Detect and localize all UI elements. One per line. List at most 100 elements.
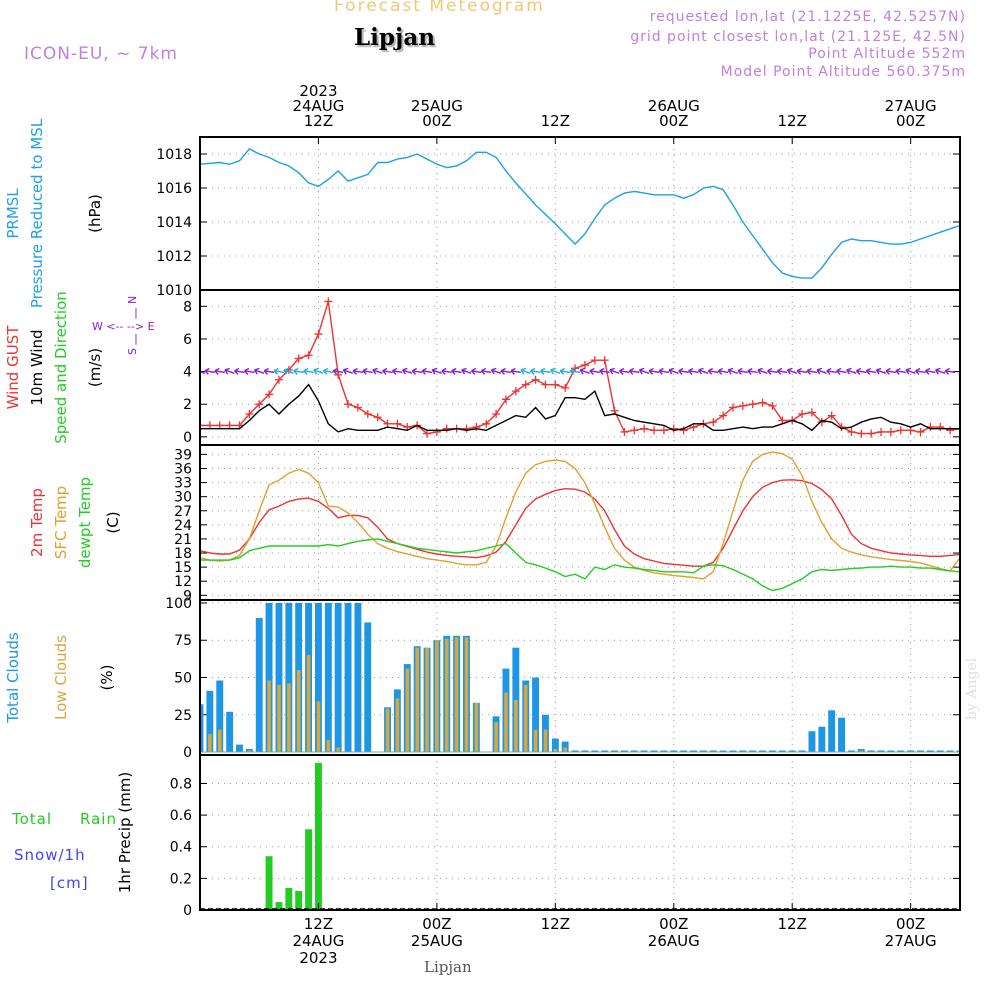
bottom-time-label: 00Z	[422, 915, 451, 933]
series-line-dewpt-temp	[200, 538, 960, 592]
y-axis-label: 2m Temp	[28, 488, 46, 557]
total-cloud-bar	[848, 750, 855, 752]
total-cloud-bar	[788, 750, 796, 752]
wind-direction-arrow	[313, 367, 324, 375]
bottom-time-label: 2023	[299, 949, 337, 967]
y-tick-label: 0.4	[170, 840, 192, 856]
y-tick-label: 0	[183, 430, 192, 446]
total-cloud-bar	[699, 750, 707, 752]
gust-point	[709, 418, 718, 427]
y-tick-label: 18	[174, 546, 192, 562]
series-line-pressure	[200, 148, 960, 279]
y-axis-label: Wind GUST	[4, 325, 22, 410]
total-cloud-bar	[956, 750, 960, 752]
wind-direction-arrow	[678, 367, 689, 375]
y-tick-label: 8	[183, 299, 192, 315]
wind-direction-arrow	[342, 367, 353, 375]
gust-point	[521, 380, 530, 389]
gust-point	[857, 429, 866, 438]
total-cloud-bar	[690, 750, 697, 752]
bottom-time-label: 12Z	[778, 915, 807, 933]
total-cloud-bar	[255, 617, 263, 752]
wind-direction-arrow	[283, 367, 294, 375]
series-line-wind-gust	[200, 301, 960, 435]
wind-direction-arrow	[816, 367, 827, 375]
y-axis-label: dewpt Temp	[76, 477, 94, 568]
gust-point	[245, 410, 254, 418]
bottom-time-label: 26AUG	[648, 932, 700, 950]
gust-point	[492, 410, 501, 418]
legend-cm: [cm]	[50, 874, 89, 892]
low-cloud-bar	[326, 740, 331, 752]
top-time-label: 27AUG	[885, 97, 937, 115]
wind-direction-arrow	[480, 367, 492, 375]
gust-point	[462, 424, 471, 433]
total-cloud-bar	[206, 690, 214, 752]
gust-point	[877, 427, 886, 436]
gust-point	[916, 427, 925, 436]
y-tick-label: 1012	[156, 249, 192, 265]
plot-area-wind	[200, 297, 960, 438]
total-cloud-bar	[917, 750, 924, 752]
gust-point	[738, 401, 747, 410]
gust-point	[373, 413, 382, 422]
total-cloud-bar	[334, 603, 342, 752]
bottom-time-label: 00Z	[659, 915, 688, 933]
low-cloud-bar	[494, 722, 498, 752]
point-altitude: Point Altitude 552m	[808, 46, 966, 62]
y-tick-label: 1010	[156, 283, 192, 299]
wind-direction-arrow	[391, 367, 403, 375]
gust-point	[798, 410, 807, 418]
low-cloud-bar	[296, 670, 301, 752]
gust-point	[561, 383, 570, 392]
wind-direction-arrow	[934, 367, 946, 375]
low-cloud-bar	[504, 692, 508, 752]
wind-direction-arrow	[411, 367, 423, 375]
y-tick-label: 21	[174, 532, 192, 548]
panel-precipitation: 0 0.2 0.4 0.6 0.8 1hr Precip (mm) Total Rain Sno…	[11, 754, 961, 919]
compass-s: S	[126, 348, 139, 355]
total-cloud-bar	[887, 750, 895, 752]
total-cloud-bar	[601, 750, 609, 752]
total-cloud-bar	[581, 750, 589, 752]
y-tick-label: 0	[183, 903, 192, 919]
low-cloud-bar	[287, 683, 291, 753]
rain-bar	[295, 891, 303, 910]
panel-pressure: 1010 1012 1014 1016 1018 PRMSL Pressure Reduce…	[4, 118, 961, 308]
wind-direction-arrow	[638, 367, 650, 375]
plot-area-precipitation	[200, 762, 960, 910]
total-cloud-bar	[344, 603, 352, 752]
rain-bar	[275, 902, 283, 910]
y-tick-label: 4	[183, 365, 192, 381]
low-cloud-bar	[859, 750, 864, 752]
bottom-time-label: 27AUG	[885, 932, 937, 950]
unit-label: (hPa)	[86, 194, 104, 233]
low-cloud-bar	[405, 668, 410, 753]
forecast-label: Forecast Meteogram	[334, 0, 545, 16]
wind-direction-arrow	[421, 367, 433, 375]
gust-point	[847, 427, 856, 436]
y-tick-label: 6	[183, 332, 192, 348]
model-label: ICON-EU, ~ 7km	[24, 44, 178, 64]
low-cloud-bar	[336, 747, 340, 752]
total-cloud-bar	[265, 603, 273, 752]
wind-direction-arrow	[944, 367, 956, 375]
bottom-time-label: 12Z	[304, 915, 333, 933]
plot-area-temperature	[200, 451, 960, 592]
total-cloud-bar	[946, 750, 954, 752]
rain-bar	[305, 829, 312, 910]
panel-clouds: 0 25 50 75 100 Total Clouds Low Clouds (%)	[4, 596, 961, 761]
gust-point	[551, 380, 560, 389]
total-cloud-bar	[877, 750, 885, 752]
panel-wind: 0 2 4 6 8 Wind GUST 10m Wind Speed and Directio…	[4, 289, 961, 446]
unit-label: (%)	[98, 665, 116, 691]
gust-point	[640, 424, 649, 433]
wind-direction-arrow	[875, 367, 886, 375]
total-cloud-bar	[200, 704, 204, 752]
y-tick-label: 36	[174, 461, 192, 477]
total-cloud-bar	[630, 750, 638, 752]
top-time-label: 00Z	[422, 112, 451, 130]
y-axis-label: Low Clouds	[52, 635, 70, 720]
gust-point	[620, 427, 629, 436]
total-cloud-bar	[808, 731, 816, 753]
